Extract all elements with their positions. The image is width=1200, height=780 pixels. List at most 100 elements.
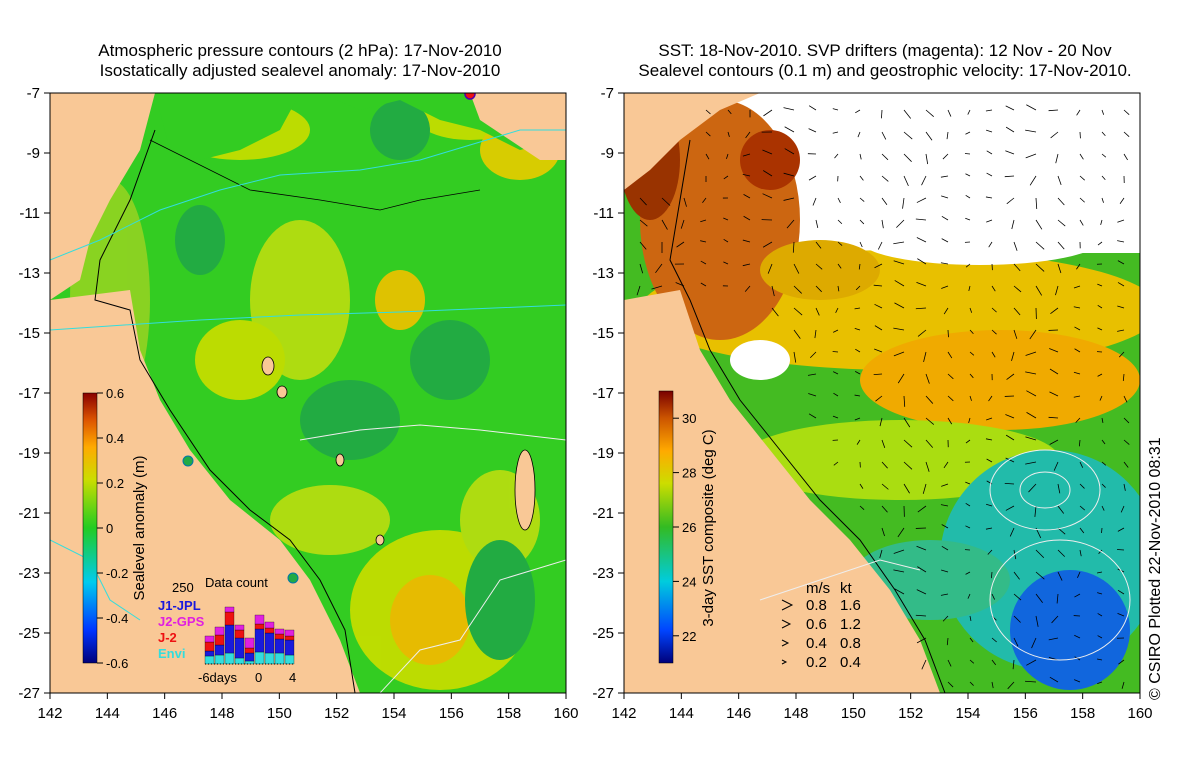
velocity-arrow — [1073, 306, 1081, 309]
velocity-arrow — [815, 263, 823, 270]
velocity-arrow — [854, 371, 861, 375]
lon-tick-label: 142 — [611, 705, 636, 722]
velocity-arrow — [917, 566, 927, 573]
velocity-legend-ms: 0.2 — [806, 654, 827, 671]
velocity-arrow — [1097, 327, 1103, 331]
velocity-arrow — [965, 131, 971, 135]
velocity-arrow — [965, 571, 971, 575]
velocity-arrow — [1049, 348, 1059, 353]
velocity-legend-ms: 0.6 — [806, 616, 827, 633]
velocity-arrow — [1123, 483, 1126, 491]
velocity-arrow — [940, 593, 949, 596]
velocity-arrow — [833, 461, 839, 466]
station-marker — [182, 455, 194, 467]
velocity-arrow — [985, 196, 993, 199]
sst-colorbar-tick: 30 — [682, 411, 696, 426]
velocity-arrow — [808, 393, 817, 397]
velocity-arrow — [1097, 592, 1103, 595]
velocity-arrow — [1117, 329, 1125, 332]
velocity-arrow — [1035, 219, 1043, 230]
left-map-title: Atmospheric pressure contours (2 hPa): 1… — [40, 41, 560, 81]
sst-colorbar-tick: 28 — [682, 466, 696, 481]
velocity-arrow — [915, 614, 927, 617]
velocity-arrow — [639, 263, 644, 274]
sla-colorbar-tick: 0.6 — [106, 386, 124, 401]
velocity-arrow — [815, 219, 819, 229]
velocity-arrow — [969, 351, 975, 356]
velocity-arrow — [1122, 373, 1125, 381]
velocity-arrow — [965, 502, 971, 507]
velocity-arrow — [1006, 373, 1015, 380]
lon-tick-label: 152 — [898, 705, 923, 722]
data-count-bar — [244, 652, 255, 662]
velocity-arrow — [1049, 676, 1059, 683]
data-count-bar — [254, 623, 265, 630]
velocity-arrow — [1009, 527, 1015, 537]
left-coastline — [94, 129, 356, 693]
velocity-arrow — [881, 153, 889, 161]
sst-colorbar-tick: 24 — [682, 574, 696, 589]
right-coastline — [669, 139, 946, 693]
velocity-arrow — [917, 505, 927, 513]
velocity-arrow — [1053, 461, 1059, 471]
velocity-arrow — [812, 197, 817, 206]
velocity-arrow — [947, 373, 954, 380]
velocity-arrow — [723, 217, 729, 221]
velocity-legend-kt: 0.4 — [840, 654, 861, 671]
velocity-arrow — [881, 109, 883, 119]
data-count-legend-j-2: J-2 — [158, 630, 177, 645]
velocity-arrow — [881, 439, 886, 449]
velocity-arrow — [879, 417, 883, 427]
velocity-arrow — [1007, 681, 1015, 690]
velocity-arrow — [723, 261, 729, 265]
velocity-arrow — [1074, 634, 1081, 639]
velocity-arrow — [1101, 417, 1104, 424]
velocity-arrow — [1075, 417, 1081, 423]
sla-colorbar-tick: -0.4 — [106, 611, 128, 626]
velocity-arrow — [1079, 483, 1085, 489]
velocity-arrow — [1101, 175, 1106, 181]
velocity-arrow — [1026, 659, 1037, 666]
velocity-arrow — [1049, 368, 1059, 375]
velocity-arrow — [1026, 390, 1037, 397]
velocity-arrow — [661, 197, 671, 206]
lat-tick-label: -19 — [18, 445, 40, 462]
velocity-arrow — [941, 238, 949, 243]
velocity-arrow — [916, 545, 927, 551]
velocity-arrow — [894, 588, 905, 595]
velocity-arrow — [1029, 175, 1037, 186]
velocity-arrow — [1025, 461, 1037, 465]
velocity-arrow — [792, 241, 795, 253]
velocity-arrow — [1013, 571, 1020, 580]
velocity-arrow — [783, 172, 795, 177]
lon-tick-label: 154 — [955, 705, 980, 722]
sla-colorbar-label: Sealevel anomaly (m) — [131, 455, 148, 600]
lat-tick-label: -19 — [592, 445, 614, 462]
data-count-axis-end: 4 — [289, 670, 296, 685]
lat-tick-label: -11 — [19, 205, 40, 222]
lon-tick-label: 144 — [95, 705, 120, 722]
velocity-arrow — [1005, 505, 1015, 511]
velocity-arrow — [793, 263, 800, 274]
lon-tick-label: 150 — [267, 705, 292, 722]
velocity-arrow — [903, 153, 912, 162]
velocity-legend-kt-header: kt — [840, 580, 853, 597]
velocity-arrow — [1029, 329, 1037, 340]
lon-tick-label: 148 — [783, 705, 808, 722]
velocity-arrow — [1117, 305, 1125, 309]
velocity-arrow — [967, 593, 971, 599]
lat-tick-label: -15 — [592, 325, 614, 342]
lat-tick-label: -23 — [18, 565, 40, 582]
sst-colorbar-gradient — [658, 390, 674, 664]
velocity-arrow — [814, 329, 817, 339]
lat-tick-label: -25 — [592, 625, 614, 642]
data-count-bar — [214, 654, 225, 665]
data-count-bar — [224, 611, 235, 626]
velocity-arrow — [921, 175, 927, 186]
velocity-arrow — [742, 239, 751, 243]
velocity-arrow — [762, 241, 773, 248]
velocity-arrow — [1035, 571, 1045, 580]
velocity-arrow — [925, 131, 933, 141]
velocity-arrow — [1096, 571, 1103, 574]
velocity-arrow — [916, 281, 927, 287]
